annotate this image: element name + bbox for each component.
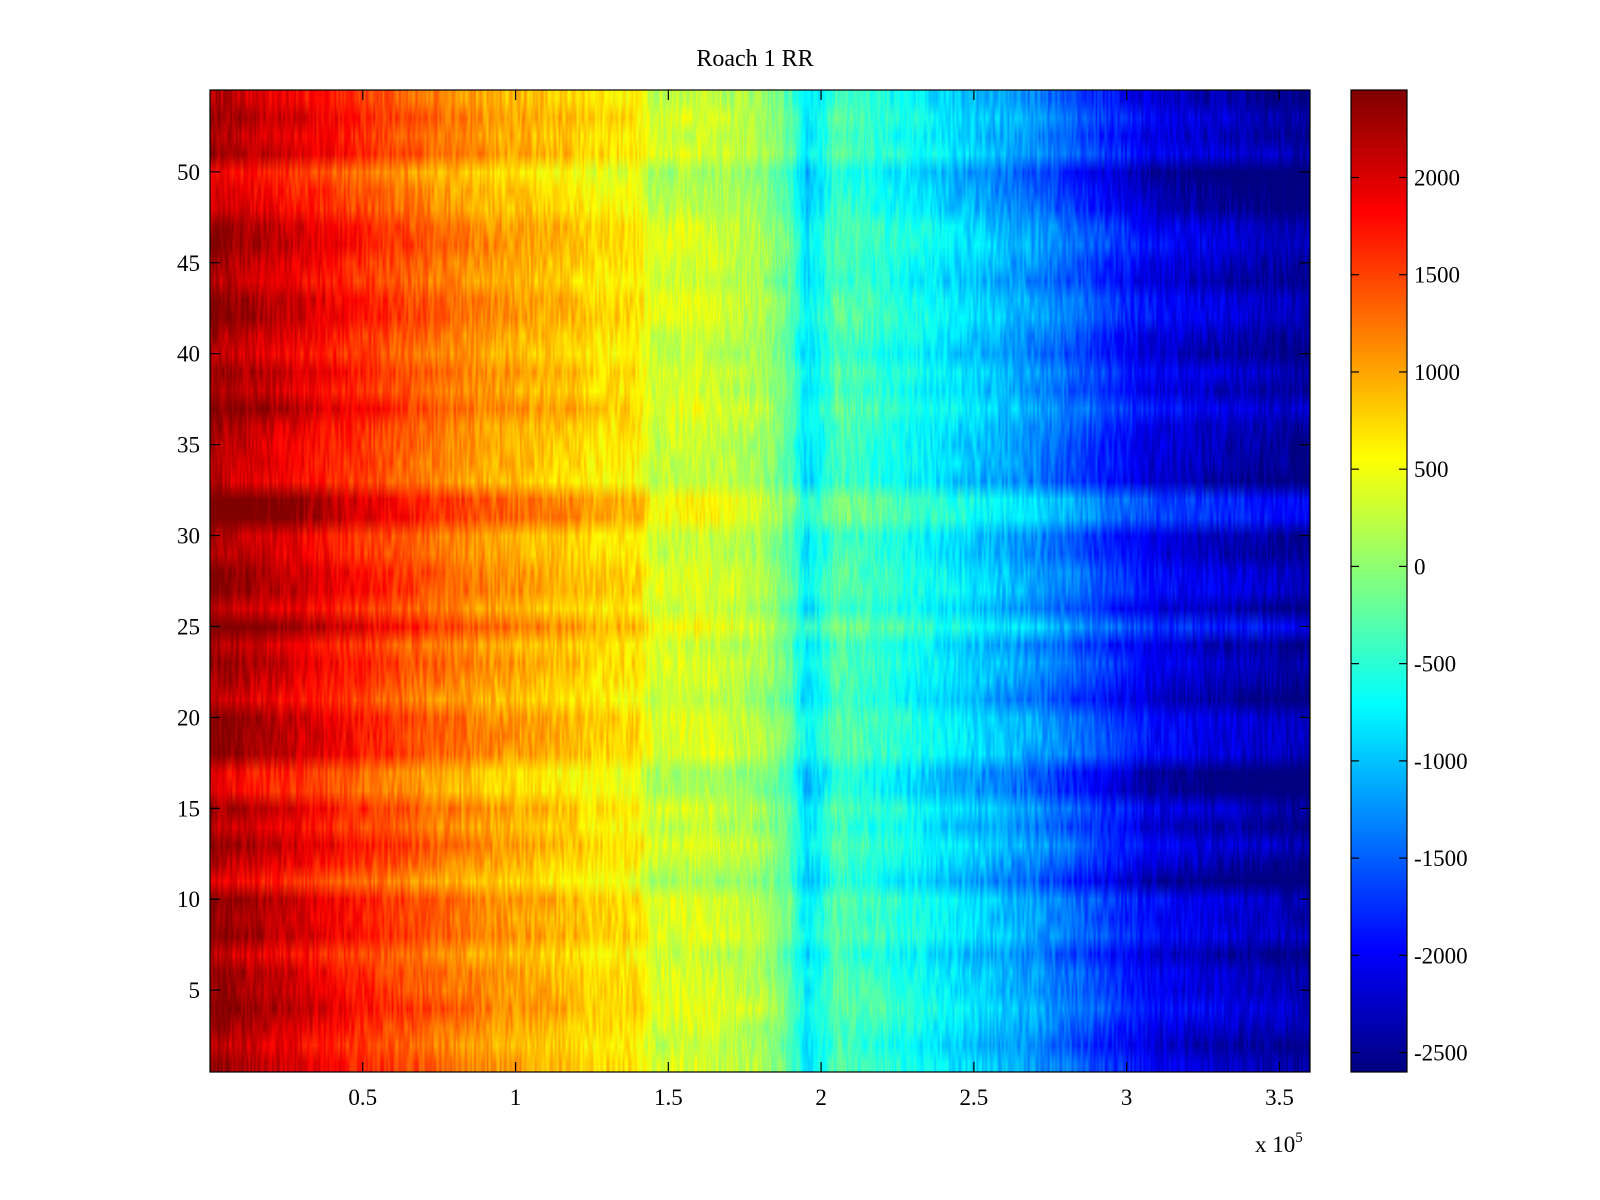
chart-title: Roach 1 RR	[696, 46, 813, 72]
y-tick-label: 40	[177, 342, 200, 367]
plot-frame	[209, 89, 1311, 1073]
x-exponent-base: x 10	[1255, 1132, 1295, 1157]
x-exponent-power: 5	[1295, 1130, 1303, 1146]
colorbar-tick-label: 0	[1414, 554, 1426, 579]
colorbar-ticks: 2000 1500 1000 500 0 -500 -1000 -1500 -2000 -2500	[1351, 166, 1468, 1066]
y-tick-label: 35	[177, 433, 200, 458]
y-tick-label: 5	[189, 978, 201, 1003]
colorbar: 2000 1500 1000 500 0 -500 -1000 -1500 -2000 -2500	[1350, 89, 1468, 1073]
colorbar-tick-label: 2000	[1414, 166, 1460, 191]
x-exponent-label: x 105	[1255, 1130, 1303, 1157]
x-tick-label: 3.5	[1265, 1085, 1294, 1110]
y-tick-label: 50	[177, 160, 200, 185]
colorbar-tick-label: -2500	[1414, 1041, 1468, 1066]
y-axis-ticks: 5 10 15 20 25 30 35 40 45 50	[177, 160, 1310, 1003]
colorbar-tick-label: -1500	[1414, 846, 1468, 871]
heatmap-plot-area: 0.5 1 1.5 2 2.5 3 3.5 5 10 15 20 25 30 35 40 45 50 x 10…	[177, 89, 1311, 1157]
heatmap-image	[210, 90, 1310, 1072]
x-tick-label: 1	[510, 1085, 522, 1110]
colorbar-tick-label: 1500	[1414, 263, 1460, 288]
colorbar-frame	[1350, 89, 1408, 1073]
x-tick-label: 3	[1121, 1085, 1133, 1110]
y-tick-label: 15	[177, 796, 200, 821]
colorbar-tick-label: -2000	[1414, 943, 1468, 968]
x-tick-label: 2	[815, 1085, 827, 1110]
y-tick-label: 30	[177, 524, 200, 549]
x-tick-label: 2.5	[960, 1085, 989, 1110]
colorbar-tick-label: 500	[1414, 457, 1449, 482]
y-tick-label: 25	[177, 614, 200, 639]
x-axis-ticks: 0.5 1 1.5 2 2.5 3 3.5	[348, 90, 1294, 1110]
x-tick-label: 1.5	[654, 1085, 683, 1110]
x-tick-label: 0.5	[348, 1085, 377, 1110]
y-tick-label: 20	[177, 705, 200, 730]
y-tick-label: 10	[177, 887, 200, 912]
colorbar-tick-label: -500	[1414, 652, 1456, 677]
colorbar-tick-label: 1000	[1414, 360, 1460, 385]
y-tick-label: 45	[177, 251, 200, 276]
colorbar-gradient	[1351, 90, 1407, 1072]
colorbar-tick-label: -1000	[1414, 749, 1468, 774]
